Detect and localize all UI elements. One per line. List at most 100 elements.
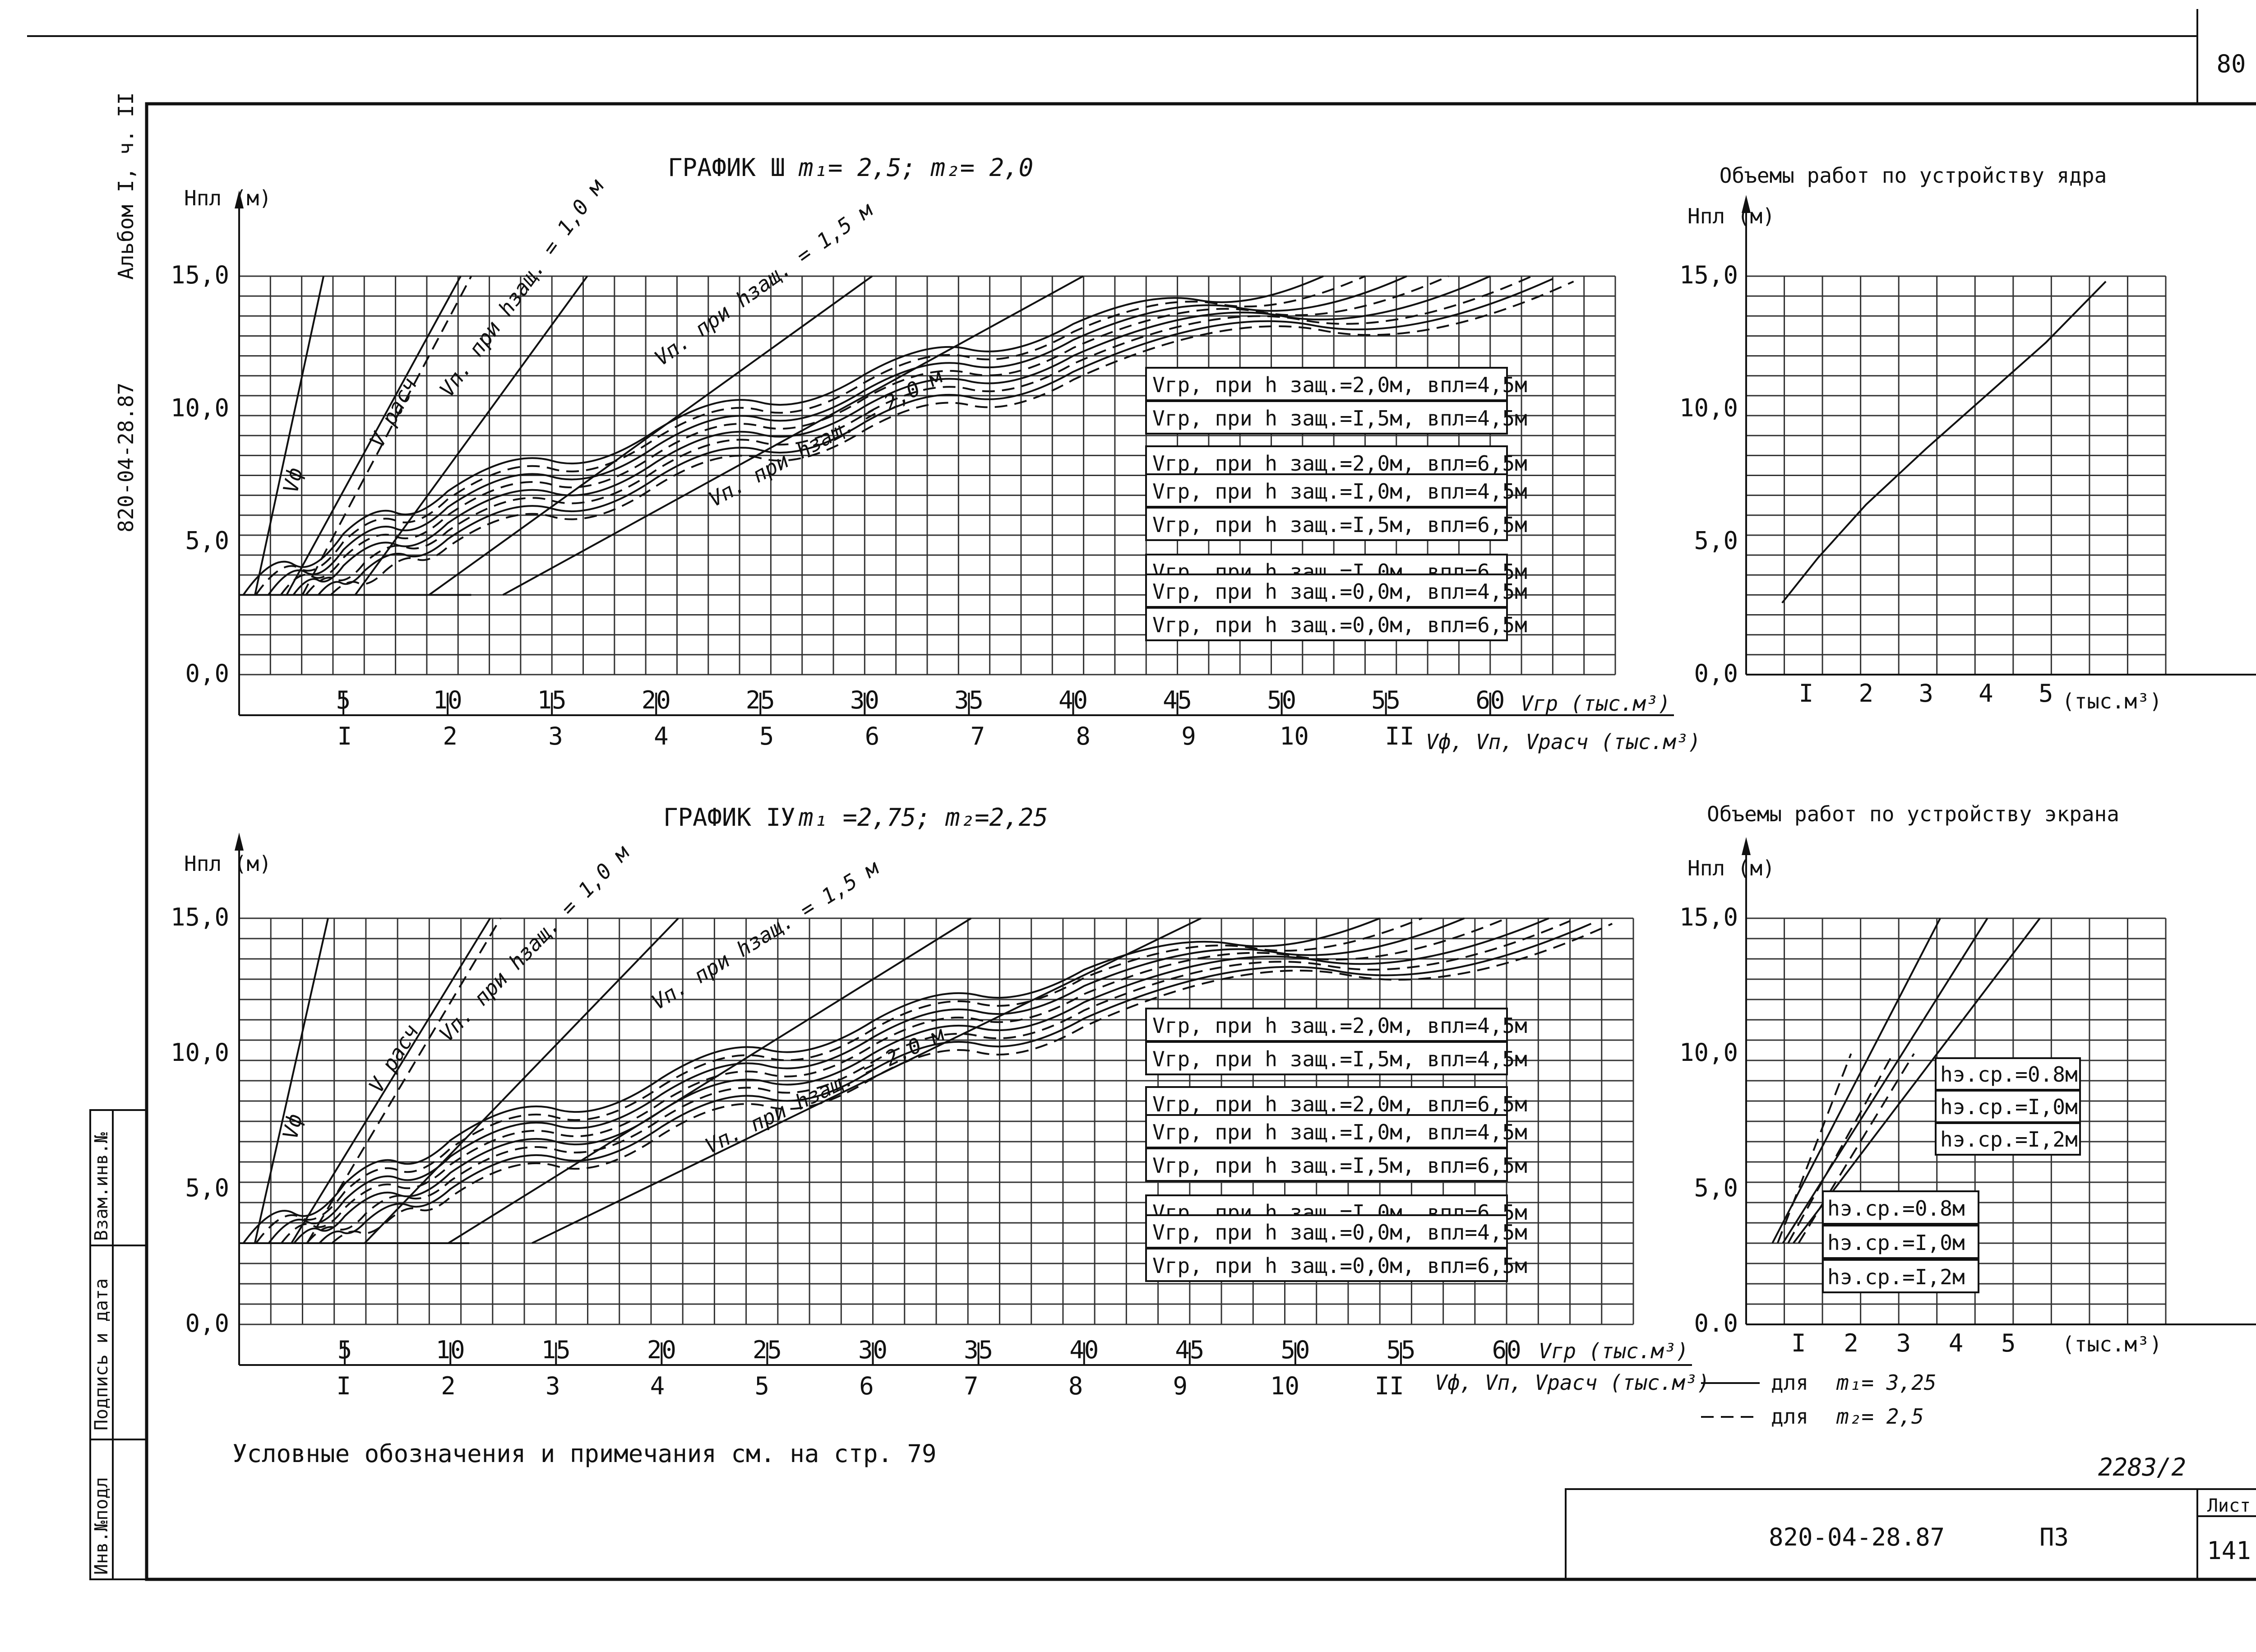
graph-3-x1-label: Vгр (тыс.м³) (1521, 691, 1670, 716)
screen-legend-top-box (1935, 1057, 2081, 1091)
legend-entry: Vгр, при h защ.=I,5м, впл=6,5м (1152, 513, 1527, 537)
legend-box (1145, 1148, 1508, 1182)
y-tick-label: 15,0 (171, 903, 229, 931)
title-block (1565, 1488, 2256, 1580)
y-tick-label: 0,0 (185, 659, 229, 688)
graph-3-curves (239, 275, 1574, 596)
x2-tick-label: 2 (443, 722, 458, 750)
line-label-vras: V расч (364, 1020, 424, 1097)
x1-tick-label: 25 (753, 1336, 782, 1364)
screen-legend-bottom-entry: hэ.ср.=0.8м (1827, 1196, 1965, 1221)
x2-tick-label: 4 (654, 722, 669, 750)
straight-line-vras (291, 917, 491, 1244)
handwritten-note: 2283/2 (2098, 1453, 2186, 1481)
x1-tick-label: 45 (1175, 1336, 1204, 1364)
x-tick-label: 5 (2039, 679, 2053, 708)
graph-4-ylabel: Нпл (м) (184, 851, 272, 876)
screen-curves (1771, 917, 2041, 1244)
line-label-vras: V расч (365, 374, 422, 451)
series-line (1782, 917, 1988, 1244)
legend-entry: Vгр, при h защ.=0,0м, впл=4,5м (1152, 579, 1527, 604)
x1-tick-label: 5 (337, 1336, 352, 1364)
curve (306, 920, 1571, 1244)
curve (268, 917, 1465, 1244)
album-label: Альбом I, ч. II (114, 93, 138, 280)
curve (318, 278, 1553, 596)
straight-line-vras-dash (306, 917, 502, 1244)
screen-legend-bottom-box (1822, 1259, 1979, 1293)
x1-tick-label: 60 (1475, 686, 1505, 714)
x2-tick-label: 8 (1068, 1372, 1083, 1400)
straight-line-vp15 (428, 275, 873, 596)
y-tick-label: 15,0 (1679, 903, 1738, 931)
x-tick-label: I (1799, 679, 1814, 708)
legend-box (1145, 507, 1508, 541)
x1-tick-label: 30 (850, 686, 879, 714)
x1-tick-label: 10 (433, 686, 462, 714)
graph-3-params: m₁= 2,5; m₂= 2,0 (798, 153, 1033, 182)
screen-legend-top-entry: hэ.ср.=I,2м (1940, 1127, 2078, 1152)
x2-tick-label: 9 (1181, 722, 1196, 750)
series-line (1798, 1053, 1915, 1244)
sheet-frame (145, 102, 2256, 1581)
legend-box (1145, 367, 1508, 401)
screen-legend-bottom-entry: hэ.ср.=I,0м (1827, 1231, 1965, 1255)
legend-entry: Vгр, при h защ.=0,0м, впл=6,5м (1152, 613, 1527, 637)
graph-4-ticks: 0,05,010,015,05 10 15 20 25 30 35 40 45 50 55 60I 2 3… (171, 903, 1521, 1400)
curve (292, 275, 1491, 596)
y-tick-label: 5,0 (1694, 1174, 1738, 1202)
screen-legend-bottom-box (1822, 1225, 1979, 1259)
curve (242, 275, 1324, 596)
legend-entry: Vгр, при h защ.=2,0м, впл=6,5м (1152, 451, 1527, 476)
screen-legend-bottom-entry: hэ.ср.=I,2м (1827, 1265, 1965, 1289)
page-number: 80 (2216, 50, 2246, 78)
legend-entry: Vгр, при h защ.=I,5м, впл=4,5м (1152, 406, 1527, 430)
straight-line-vras (286, 276, 462, 596)
screen-title: Объемы работ по устройству экрана (1707, 802, 2119, 826)
legend-entry: Vгр, при h защ.=I,5м, впл=6,5м (1152, 1153, 1527, 1178)
y-axis-arrow (235, 190, 244, 208)
x2-tick-label: II (1385, 722, 1415, 750)
line-label-vp20: Vп. при hзащ. = 2,0 м (705, 364, 947, 512)
curve (330, 280, 1574, 596)
legend-entry: Vгр, при h защ.=2,0м, впл=6,5м (1152, 1092, 1527, 1116)
title-block-code: 820-04-28.87 (1769, 1523, 1945, 1551)
x2-tick-label: 8 (1076, 722, 1091, 750)
straight-line-vf (254, 276, 325, 595)
y-axis-arrow (1742, 837, 1751, 855)
x2-tick-label: 2 (441, 1372, 456, 1400)
legend-box (1145, 607, 1508, 641)
screen-legend-top-box (1935, 1090, 2081, 1123)
screen-ylabel: Нпл (м) (1687, 856, 1775, 880)
graph-4-curves (239, 917, 1613, 1244)
line-label-vp20: Vп. при hзащ. = 2,0 м (701, 1022, 948, 1158)
y-tick-label: 0.0 (1694, 1309, 1738, 1337)
legend-box (1145, 574, 1508, 608)
series-line (1787, 1053, 1894, 1244)
legend-entry: Vгр, при h защ.=0,0м, впл=6,5м (1152, 1254, 1527, 1278)
side-stamp-boxes (89, 1109, 148, 1580)
legend-box (1145, 1248, 1508, 1282)
series-line (1781, 281, 2107, 604)
x-tick-label: 3 (1896, 1329, 1911, 1357)
y-tick-label: 10,0 (1679, 393, 1738, 422)
y-tick-label: 10,0 (171, 1038, 229, 1067)
x1-tick-label: 55 (1386, 1336, 1415, 1364)
side-code: 820-04-28.87 (114, 383, 138, 532)
curve (331, 923, 1613, 1244)
straight-line-vp10 (354, 275, 588, 596)
x1-tick-label: 50 (1267, 686, 1296, 714)
screen-legend-top-entry: hэ.ср.=I,0м (1940, 1095, 2078, 1119)
straight-line-vp10 (364, 917, 679, 1244)
side-box-label: Взам.инв.№ (91, 1132, 112, 1241)
curve (280, 275, 1449, 596)
legend-dashed-text: для (1771, 1404, 1808, 1429)
x2-tick-label: 6 (859, 1372, 874, 1400)
legend-box (1145, 1008, 1508, 1042)
legend-entry: Vгр, при h защ.=I,5м, впл=4,5м (1152, 1047, 1527, 1071)
sheet-number: 141 (2207, 1536, 2251, 1565)
y-tick-label: 15,0 (1679, 261, 1738, 289)
graph-4-x1-label: Vгр (тыс.м³) (1539, 1339, 1688, 1363)
